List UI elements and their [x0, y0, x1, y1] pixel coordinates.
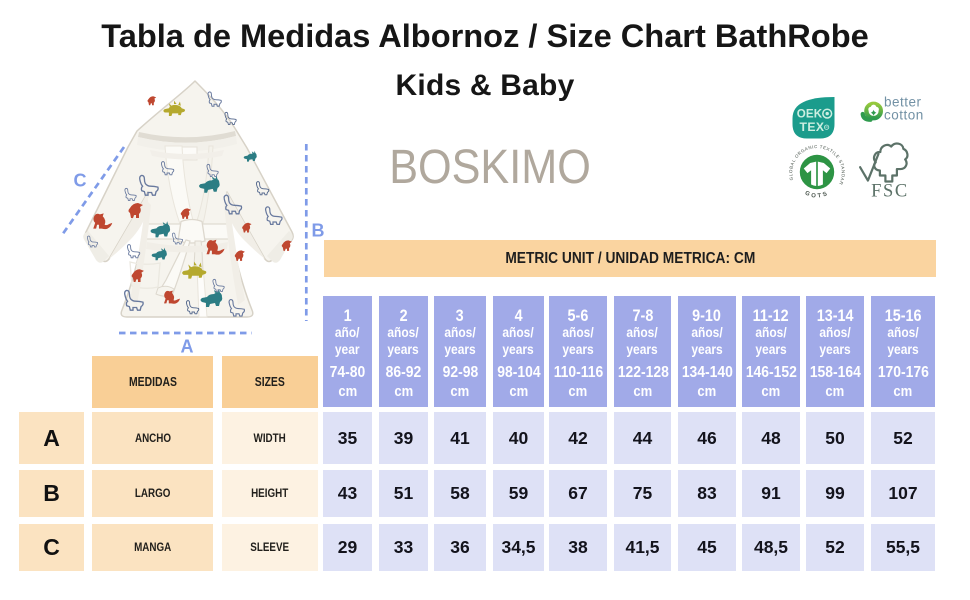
svg-text:C: C — [74, 171, 87, 191]
svg-text:OEK: OEK — [797, 108, 823, 121]
svg-text:better: better — [884, 95, 922, 110]
svg-text:B: B — [312, 221, 325, 241]
svg-text:R: R — [825, 126, 828, 130]
svg-text:cotton: cotton — [884, 108, 924, 123]
svg-text:FSC: FSC — [871, 182, 909, 202]
svg-text:TEX: TEX — [800, 120, 825, 134]
svg-text:GOTS: GOTS — [804, 190, 830, 199]
svg-text:A: A — [181, 337, 194, 357]
